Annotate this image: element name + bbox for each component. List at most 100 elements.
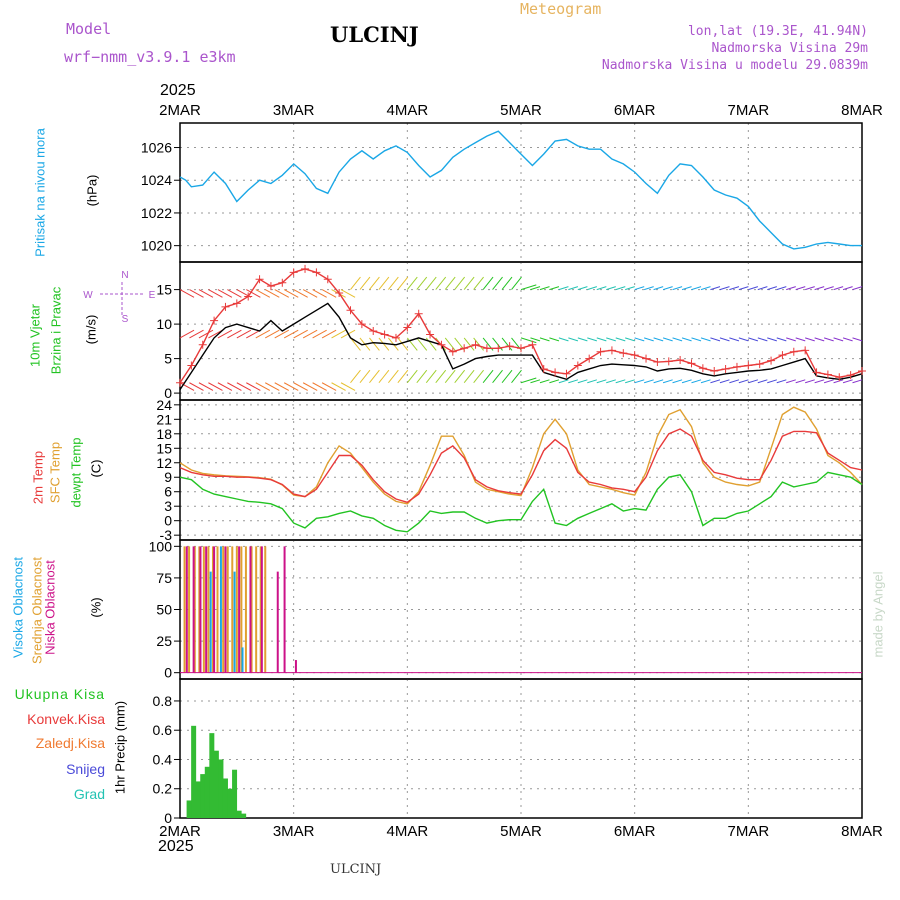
- temperature-ytick-label: 6: [164, 484, 172, 500]
- wind-barb: [473, 276, 484, 290]
- wind-barb: [416, 337, 428, 351]
- wind-barb: [520, 284, 537, 291]
- temperature-ytick-label: 9: [164, 469, 172, 485]
- x-tick-label-top: 3MAR: [273, 102, 315, 119]
- wind-barb: [369, 276, 380, 290]
- wind-gust-marker: [335, 289, 344, 298]
- model-elevation-text: Nadmorska Visina u modelu 29.0839m: [601, 58, 868, 73]
- precip-bar: [213, 750, 219, 818]
- wind-barb: [814, 337, 825, 342]
- wind-barb: [217, 289, 233, 298]
- wind-barb: [425, 369, 437, 384]
- wind-barb: [577, 337, 588, 342]
- wind-gust-marker: [391, 333, 400, 342]
- wind-barb: [425, 337, 437, 351]
- wind-gust-marker: [528, 340, 537, 349]
- wind-barb: [387, 369, 399, 384]
- precip-ytick-label: 0.6: [153, 722, 173, 738]
- wind-barb: [700, 379, 711, 384]
- wind-barb: [719, 286, 730, 291]
- wind-barb: [444, 337, 456, 351]
- wind-barb: [738, 379, 749, 384]
- year-bottom: 2025: [158, 838, 194, 855]
- wind-barb: [729, 286, 740, 291]
- wind-gust-marker: [676, 355, 685, 364]
- wind-barb: [511, 276, 522, 290]
- wind-gust-marker: [505, 342, 514, 351]
- temp-dewpt-line: [179, 471, 863, 533]
- wind-barb: [246, 289, 261, 298]
- wind-barb: [425, 276, 437, 290]
- wind-barb: [179, 329, 195, 339]
- wind-barb: [596, 286, 607, 291]
- wind-barb: [501, 369, 513, 384]
- wind-gust-marker: [585, 354, 594, 363]
- precip-bar: [204, 766, 210, 818]
- compass-south: S: [122, 314, 129, 325]
- wind-barb: [331, 382, 346, 391]
- wind-barb: [558, 337, 569, 342]
- wind-barb: [738, 337, 749, 342]
- wind-barb: [606, 286, 616, 291]
- wind-barb: [397, 276, 409, 290]
- wind-barb: [653, 286, 664, 291]
- wind-barb: [416, 276, 428, 290]
- wind-gust-marker: [380, 330, 389, 339]
- wind-barb: [492, 369, 503, 384]
- wind-barb: [767, 286, 777, 291]
- precip-ytick-label: 0.2: [153, 781, 173, 797]
- wind-barb: [435, 276, 447, 290]
- wind-barb: [672, 337, 683, 342]
- wind-barb: [842, 337, 853, 342]
- wind-barb: [236, 329, 252, 339]
- precip-ytick-label: 0.4: [153, 751, 173, 767]
- pressure-frame: [179, 122, 863, 263]
- pressure-ytick-label: 1020: [141, 238, 172, 254]
- x-tick-label-bottom: 5MAR: [500, 823, 542, 840]
- wind-barb: [369, 369, 380, 384]
- x-tick-label-top: 7MAR: [727, 102, 769, 119]
- wind-barb: [293, 382, 308, 391]
- wind-barb: [757, 286, 768, 291]
- wind-barb: [587, 286, 598, 291]
- wind-barb: [634, 337, 645, 342]
- x-tick-label-bottom: 7MAR: [727, 823, 769, 840]
- cloud-ytick-label: 100: [149, 538, 173, 554]
- wind-barb: [786, 379, 796, 384]
- wind-barb: [227, 329, 242, 339]
- wind-gust-marker: [698, 364, 707, 373]
- wind-barb: [302, 382, 318, 391]
- wind-barb: [198, 329, 214, 339]
- wind-barb: [454, 369, 466, 384]
- wind-barb: [321, 382, 337, 391]
- precip-bar: [186, 800, 192, 818]
- wind-barb: [748, 337, 759, 342]
- wind-barb: [331, 329, 346, 339]
- lonlat-text: lon,lat (19.3E, 41.94N): [687, 24, 868, 39]
- wind-barb: [577, 286, 588, 291]
- wind-barb: [643, 286, 654, 291]
- wind-gust-marker: [664, 357, 673, 366]
- pressure-ytick-label: 1026: [141, 140, 172, 156]
- wind-barb: [416, 369, 428, 384]
- precip-ytick-label: 0: [164, 810, 172, 826]
- wind-barb: [767, 337, 777, 342]
- x-tick-label-top: 4MAR: [386, 102, 428, 119]
- wind-barb: [643, 337, 654, 342]
- pressure-ytick-label: 1024: [141, 172, 172, 188]
- wind-barb: [530, 379, 541, 384]
- wind-barb: [463, 276, 475, 290]
- wind-gust-marker: [801, 346, 810, 355]
- precip-hail-label: Grad: [73, 786, 105, 802]
- precip-bar: [209, 733, 215, 818]
- wind-barb: [568, 337, 579, 342]
- wind-barb: [672, 379, 683, 384]
- wind-gust-marker: [289, 268, 298, 277]
- wind-barb: [710, 379, 721, 384]
- wind-gust-marker: [471, 340, 480, 349]
- wind-gust-marker: [858, 367, 866, 376]
- wind-barb: [662, 337, 673, 342]
- wind-barb: [406, 369, 418, 384]
- wind-barb: [283, 329, 299, 339]
- wind-barb: [321, 329, 337, 339]
